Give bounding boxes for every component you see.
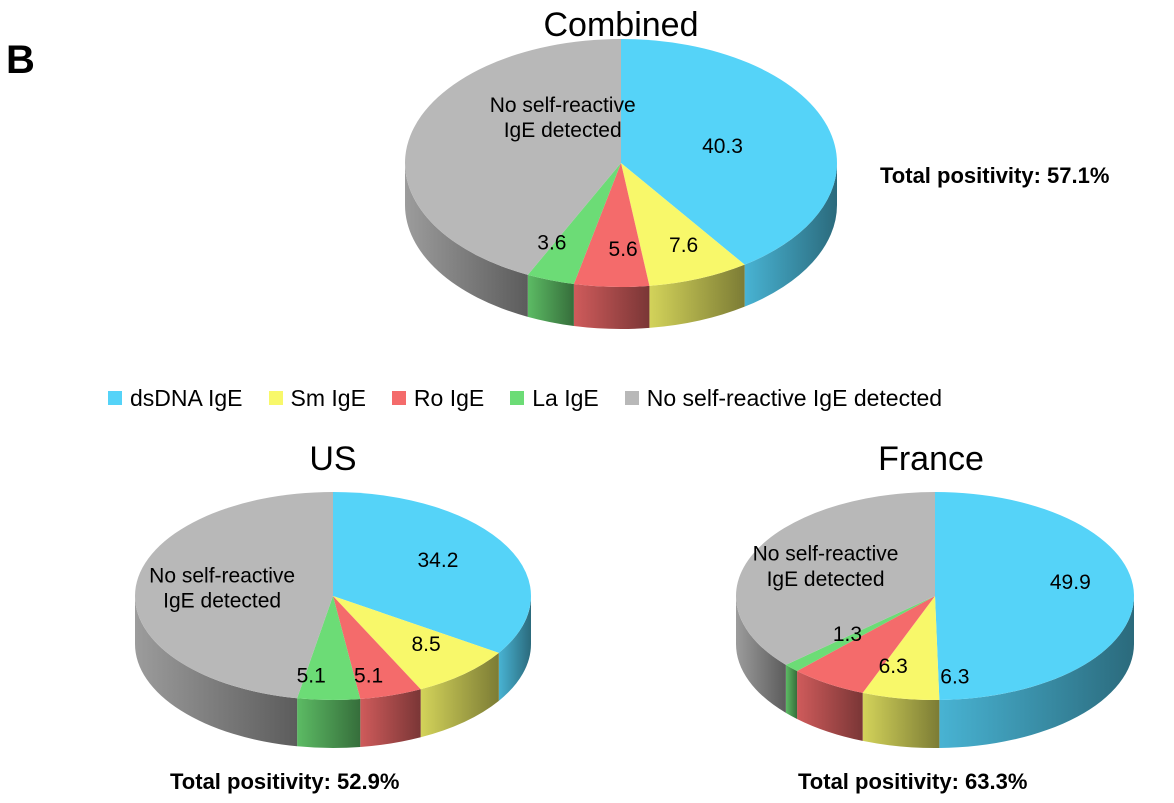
pie-us-label-la: 5.1 <box>297 664 326 687</box>
pie-france-side-none <box>736 596 786 713</box>
legend-item-dsdna: dsDNA IgE <box>108 385 243 412</box>
legend-swatch-sm <box>268 391 283 405</box>
pie-us-slice-la <box>297 596 361 701</box>
pie-combined-label-none: No self-reactive IgE detected <box>490 94 636 142</box>
legend-item-sm: Sm IgE <box>268 384 366 412</box>
pie-france-slice-sm <box>862 596 940 700</box>
pie-combined-label-ro: 5.6 <box>609 238 638 261</box>
pie-combined-slice-sm <box>621 163 745 286</box>
legend-label-dsdna: dsDNA IgE <box>130 384 243 411</box>
pie-combined-side-dsdna <box>744 163 837 307</box>
pie-combined-label-dsdna: 40.3 <box>702 135 743 158</box>
pie-france-label-sm: 6.3 <box>940 665 969 688</box>
legend-item-la: La IgE <box>510 385 599 412</box>
legend-swatch-ro <box>391 391 406 405</box>
legend-swatch-none <box>624 391 639 405</box>
total-positivity-us: Total positivity: 52.9% <box>170 769 400 794</box>
legend-item-ro: Ro IgE <box>391 384 485 412</box>
total-positivity-france: Total positivity: 63.3% <box>798 769 1028 794</box>
pie-combined-label-sm: 7.6 <box>669 234 698 257</box>
total-positivity-combined: Total positivity: 57.1% <box>880 163 1110 188</box>
legend: dsDNA IgE Sm IgE Ro IgE La IgE No self-r… <box>108 383 942 413</box>
pie-combined-side-la <box>527 274 574 327</box>
pie-france-slice-dsdna <box>935 492 1135 700</box>
legend-swatch-dsdna <box>108 391 122 405</box>
chart-title-combined: Combined <box>543 6 699 44</box>
pie-france-label-dsdna: 49.9 <box>1050 571 1091 594</box>
pie-combined-slice-ro <box>573 163 650 287</box>
pie-us-side-la <box>297 698 361 748</box>
pie-combined-side-sm <box>649 264 745 328</box>
pie-us-side-sm <box>420 652 499 738</box>
legend-label-none: No self-reactive IgE detected <box>646 384 943 411</box>
pie-us-label-ro: 5.1 <box>354 664 383 687</box>
chart-title-us: US <box>309 440 357 478</box>
pie-us-label-none: No self-reactive IgE detected <box>149 564 295 612</box>
pie-france-side-dsdna <box>939 596 1134 748</box>
pie-combined-slice-none <box>405 39 621 275</box>
pie-us-slice-dsdna <box>333 492 531 653</box>
pie-france-slice-la <box>785 596 935 671</box>
pie-france-slice-ro <box>797 596 935 693</box>
legend-swatch-la <box>510 391 525 405</box>
pie-france-label-none: No self-reactive IgE detected <box>753 543 899 591</box>
pie-france: 49.9 6.3 6.3 1.3 No self-reactive IgE detecte… <box>736 492 1135 748</box>
legend-label-la: La IgE <box>532 384 599 411</box>
pie-combined-side-ro <box>573 284 650 329</box>
pie-combined: 40.3 7.6 5.6 3.6 No self-reactive IgE detecte… <box>405 39 837 329</box>
pie-combined-slice-la <box>527 163 621 285</box>
pie-us-slice-none <box>135 492 333 699</box>
pie-combined-slice-dsdna <box>621 39 837 265</box>
pie-us-slice-sm <box>333 596 499 690</box>
pie-us-side-none <box>135 596 298 747</box>
pie-france-slice-none <box>736 492 935 665</box>
panel-letter: B <box>6 38 35 82</box>
pie-france-side-ro <box>797 670 863 741</box>
pie-france-side-la <box>785 664 798 719</box>
pie-us-side-dsdna <box>498 596 531 701</box>
legend-item-none: No self-reactive IgE detected <box>624 384 943 412</box>
legend-label-ro: Ro IgE <box>413 384 485 411</box>
chart-title-france: France <box>878 440 984 478</box>
pie-us-label-dsdna: 34.2 <box>418 549 459 572</box>
pie-france-label-la: 1.3 <box>833 623 862 646</box>
pie-us: 34.2 8.5 5.1 5.1 No self-reactive IgE detecte… <box>135 492 531 748</box>
pie-combined-side-none <box>405 163 528 317</box>
pie-us-side-ro <box>360 689 421 748</box>
pie-us-label-sm: 8.5 <box>411 633 440 656</box>
legend-label-sm: Sm IgE <box>290 384 366 411</box>
pie-france-label-ro: 6.3 <box>879 655 908 678</box>
pie-combined-label-la: 3.6 <box>537 232 566 255</box>
pie-us-slice-ro <box>333 596 421 700</box>
pie-france-side-sm <box>862 692 940 748</box>
